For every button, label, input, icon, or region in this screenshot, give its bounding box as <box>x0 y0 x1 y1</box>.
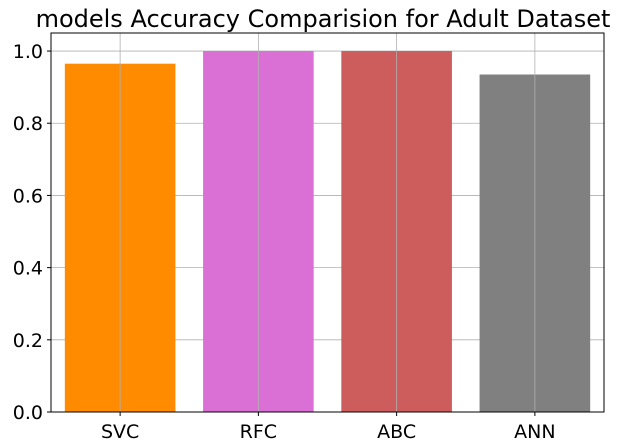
y-tick-label: 0.6 <box>13 185 43 207</box>
x-tick-label: ABC <box>377 421 416 443</box>
vertical-grid <box>119 33 536 412</box>
chart-title: models Accuracy Comparision for Adult Da… <box>36 5 611 33</box>
y-tick-label: 0.2 <box>13 330 43 352</box>
y-tick-label: 1.0 <box>13 41 43 63</box>
y-axis: 0.0 0.2 0.4 0.6 0.8 1.0 <box>13 41 51 424</box>
x-tick-label: ANN <box>514 421 555 443</box>
bars <box>64 51 591 413</box>
plot-frame <box>50 32 605 413</box>
x-tick-label: RFC <box>240 421 277 443</box>
y-tick-label: 0.4 <box>13 258 43 280</box>
y-tick-label: 0.8 <box>13 113 43 135</box>
x-tick-label: SVC <box>101 421 139 443</box>
x-axis: SVC RFC ABC ANN <box>101 412 556 443</box>
y-tick-label: 0.0 <box>13 402 43 424</box>
